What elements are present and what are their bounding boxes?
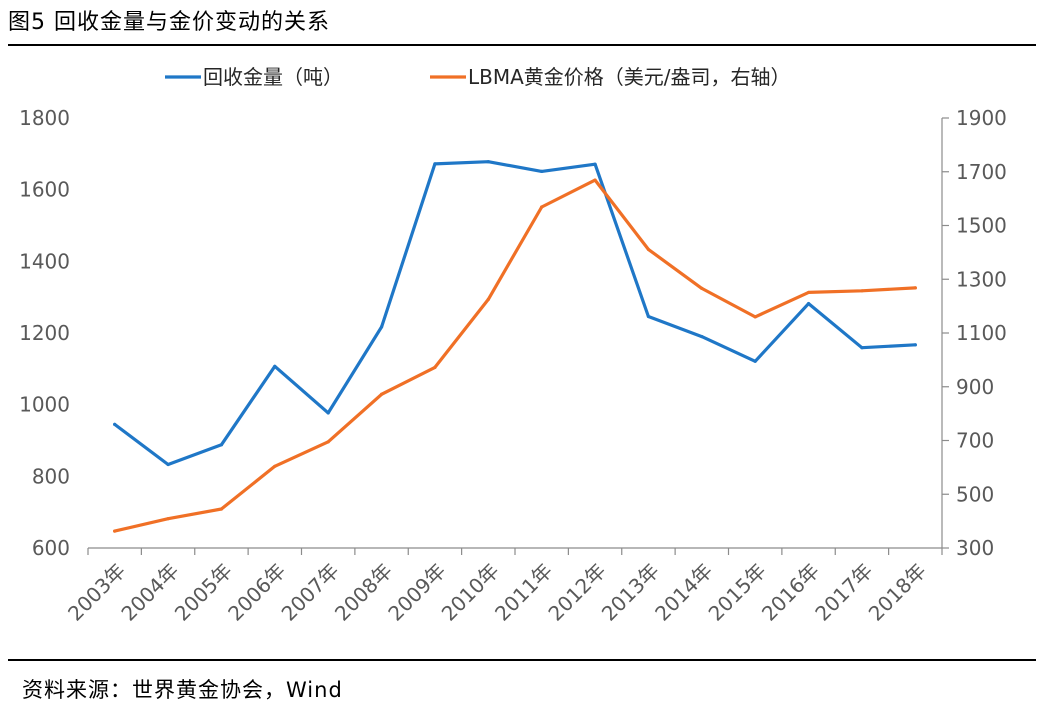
x-tick-label: 2018年 (864, 559, 931, 626)
series-1-point (219, 443, 224, 447)
series-2-point (806, 290, 811, 295)
x-tick-label: 2012年 (543, 559, 610, 626)
series-line-2 (113, 178, 917, 533)
left-axis-ticks: 600 800 1000 1200 1400 1600 1800 (19, 106, 70, 560)
right-tick-label: 1100 (956, 321, 1007, 345)
series-1-point (913, 343, 917, 347)
series-2-point (646, 247, 651, 252)
x-tick-label: 2008年 (330, 559, 397, 626)
x-axis-ticks: 2003年2004年2005年2006年2007年2008年2009年2010年… (63, 548, 943, 626)
series-1-point (166, 462, 170, 467)
series-2-point (166, 517, 170, 521)
series-2-point (913, 286, 917, 290)
series-2-point (593, 178, 597, 182)
legend-label-2: LBMA黄金价格（美元/盎司，右轴） (468, 65, 791, 89)
bottom-rule (8, 659, 1036, 661)
top-rule (8, 44, 1036, 46)
x-tick-label: 2013年 (597, 559, 664, 626)
right-tick-label: 700 (956, 429, 994, 453)
series-1-point (433, 162, 437, 166)
series-line-1 (113, 160, 917, 467)
series-2-point (700, 286, 704, 290)
series-1-point (860, 346, 864, 350)
x-tick-label: 2010年 (437, 559, 504, 626)
series-1-point (486, 160, 490, 164)
series-2-point (273, 464, 277, 468)
chart-axes (88, 118, 943, 549)
right-tick-label: 1500 (956, 214, 1007, 238)
series-2-point (219, 507, 224, 511)
x-tick-label: 2011年 (490, 559, 557, 626)
series-1-point (113, 422, 117, 426)
series-1-point (753, 359, 757, 363)
series-1-point (326, 411, 330, 415)
right-tick-label: 500 (956, 482, 994, 506)
x-tick-label: 2005年 (170, 559, 237, 626)
right-tick-label: 1900 (956, 106, 1007, 130)
left-tick-label: 600 (32, 536, 70, 560)
series-1-point (700, 334, 704, 339)
right-tick-label: 300 (956, 536, 994, 560)
figure-title: 图5 回收金量与金价变动的关系 (8, 10, 330, 35)
series-1-point (273, 364, 277, 368)
legend-label-1: 回收金量（吨） (203, 65, 343, 89)
x-tick-label: 2015年 (704, 559, 771, 626)
series-1-point (379, 325, 384, 329)
series-2-point (540, 205, 544, 209)
left-tick-label: 1000 (19, 393, 70, 417)
x-tick-label: 2009年 (383, 559, 450, 626)
series-1-point (540, 169, 544, 173)
x-tick-label: 2003年 (63, 559, 130, 626)
x-tick-label: 2006年 (223, 559, 290, 626)
right-axis-ticks: 300 500 700 900 1100 1300 1500 1700 1900 (942, 106, 1007, 560)
left-tick-label: 1400 (19, 249, 70, 273)
left-tick-label: 1200 (19, 321, 70, 345)
left-tick-label: 1800 (19, 106, 70, 130)
series-2-point (326, 440, 330, 444)
x-tick-label: 2007年 (277, 559, 344, 626)
x-tick-label: 2004年 (116, 559, 183, 626)
right-tick-label: 1300 (956, 267, 1007, 291)
left-tick-label: 800 (32, 464, 70, 488)
x-tick-label: 2017年 (810, 559, 877, 626)
right-tick-label: 1700 (956, 160, 1007, 184)
series-2-point (113, 529, 117, 533)
source-note: 资料来源：世界黄金协会，Wind (22, 678, 343, 702)
right-tick-label: 900 (956, 375, 994, 399)
series-1-point (646, 314, 651, 319)
series-2-point (433, 365, 437, 369)
series-2-point (860, 289, 864, 293)
series-2-point (753, 315, 757, 319)
left-tick-label: 1600 (19, 178, 70, 202)
x-tick-label: 2014年 (650, 559, 717, 626)
x-tick-label: 2016年 (757, 559, 824, 626)
series-1-point (806, 302, 811, 306)
chart-series (113, 160, 917, 533)
series-2-point (379, 392, 384, 396)
series-2-point (486, 297, 490, 302)
series-1-point (593, 162, 597, 166)
chart-legend: 回收金量（吨） LBMA黄金价格（美元/盎司，右轴） (165, 65, 791, 89)
